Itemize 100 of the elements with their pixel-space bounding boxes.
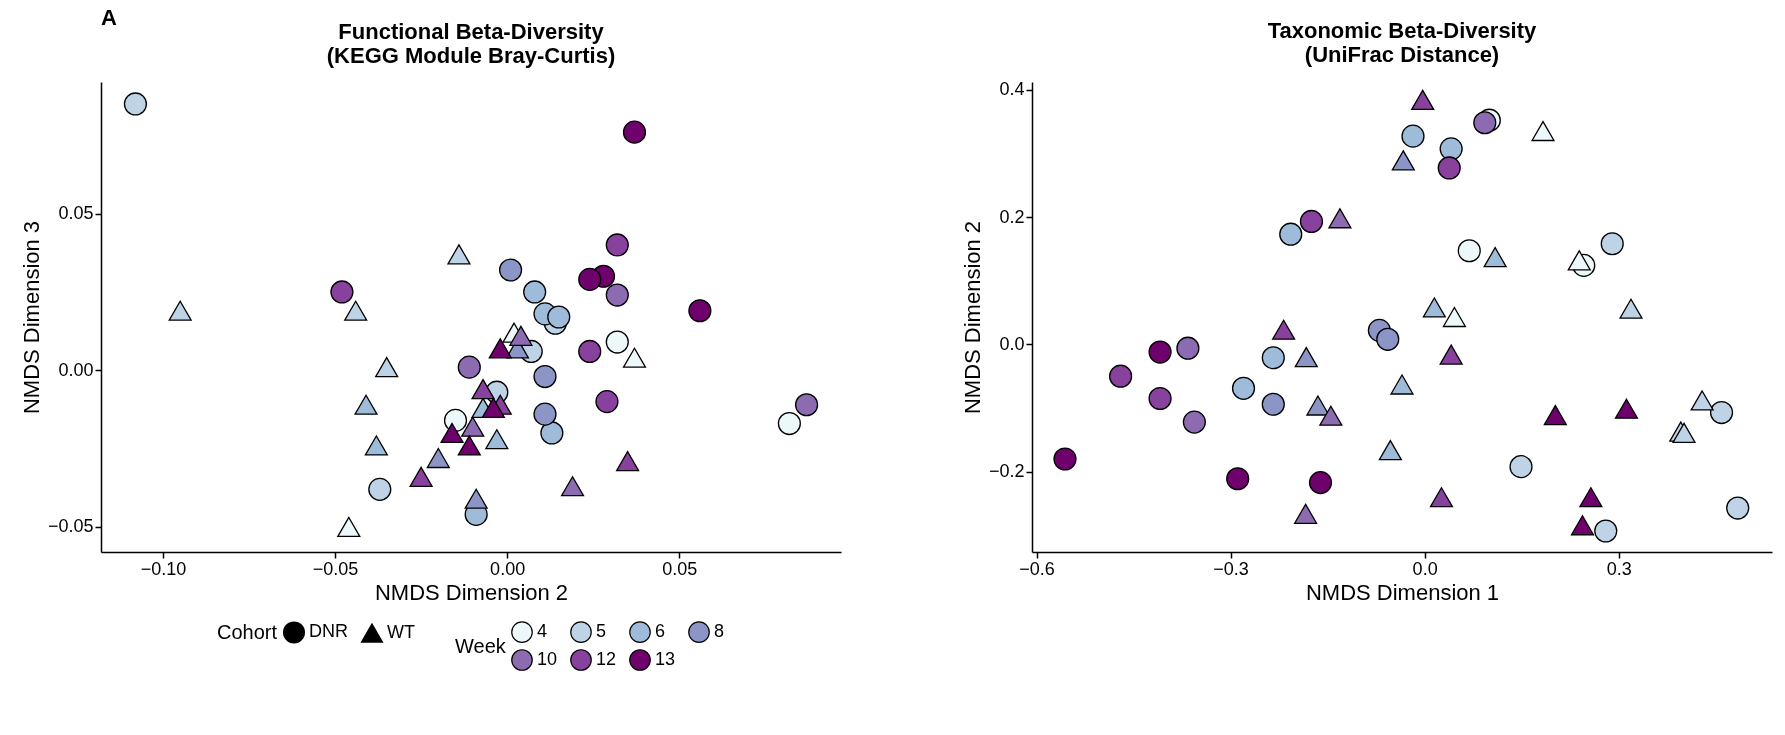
point [1483,247,1507,268]
point [523,280,547,304]
point [409,466,433,487]
point [364,435,388,456]
point [1709,400,1734,425]
point [375,357,399,378]
point [1531,120,1555,142]
point [1614,398,1639,419]
point [1109,364,1133,388]
point [1457,239,1481,263]
point [1401,124,1425,148]
point [533,402,557,426]
point [461,416,485,437]
point [168,300,192,321]
point [1279,222,1303,246]
point [1226,467,1250,491]
y-tick-label: 0.00 [58,359,94,380]
point [622,120,647,144]
legend-label: 5 [596,621,607,642]
x-tick-label: −0.10 [140,558,187,579]
legend-label: 13 [655,649,676,669]
point [1442,306,1466,328]
point [426,447,450,469]
point [457,355,481,379]
point [777,411,801,436]
point [1272,319,1296,340]
point [1437,156,1461,180]
point [595,390,619,414]
point [1294,346,1318,368]
point [688,299,712,323]
point [123,92,148,116]
point [1306,395,1330,416]
y-axis-title: NMDS Dimension 2 [959,220,985,415]
point [354,394,378,415]
point [509,325,533,346]
point [1328,208,1352,229]
point [1294,503,1318,524]
point [1299,209,1324,234]
point [540,421,564,445]
point [1579,487,1603,508]
point [1261,346,1285,370]
point [578,339,602,364]
point [1422,297,1446,318]
point [481,397,505,418]
y-tick-label: −0.2 [988,461,1025,482]
y-tick-label: 0.2 [999,206,1025,227]
point [1308,471,1333,495]
point [1570,515,1595,536]
point [547,305,571,329]
text: DNR [309,621,348,642]
legend-label: 8 [714,621,725,642]
point [344,300,368,321]
point [605,330,629,354]
x-axis-title: NMDS Dimension 1 [1305,579,1500,605]
y-tick-label: 0.05 [58,203,94,224]
point [1176,336,1200,360]
text: WT [387,622,415,643]
text: Cohort [217,621,278,643]
legend-label: 6 [655,621,666,642]
legend-title: Week [455,635,507,657]
point [605,233,629,257]
text: A [101,4,117,30]
point [1726,496,1750,520]
point [368,477,392,501]
point [1053,447,1077,471]
point [1231,376,1256,400]
point [464,488,488,509]
point [560,476,585,497]
point [1390,374,1414,395]
legend-label: 4 [537,621,548,642]
point [1690,390,1714,411]
point [616,451,640,472]
y-axis-title: NMDS Dimension 3 [18,220,44,415]
point [1543,404,1567,426]
point [330,280,354,304]
point [622,347,647,368]
point [443,408,468,432]
x-tick-label: 0.3 [1606,558,1632,579]
point [1376,327,1400,351]
x-tick-label: 0.05 [662,558,698,579]
point [488,338,512,359]
y-tick-label: −0.05 [47,516,94,537]
x-tick-label: 0.00 [490,558,526,579]
x-tick-label: −0.6 [1019,558,1055,579]
x-tick-label: −0.3 [1213,558,1249,579]
point [485,429,509,450]
point [1148,386,1172,411]
point [1182,410,1206,434]
point [1439,137,1463,161]
point [1619,298,1643,319]
point [1261,392,1285,416]
point [1439,344,1463,365]
point [605,283,629,307]
point [1594,519,1618,543]
y-tick-label: 0.0 [999,333,1025,354]
point [457,435,481,456]
point [1429,487,1454,508]
point [447,244,471,265]
x-tick-label: −0.05 [312,558,359,579]
point [1567,250,1591,271]
